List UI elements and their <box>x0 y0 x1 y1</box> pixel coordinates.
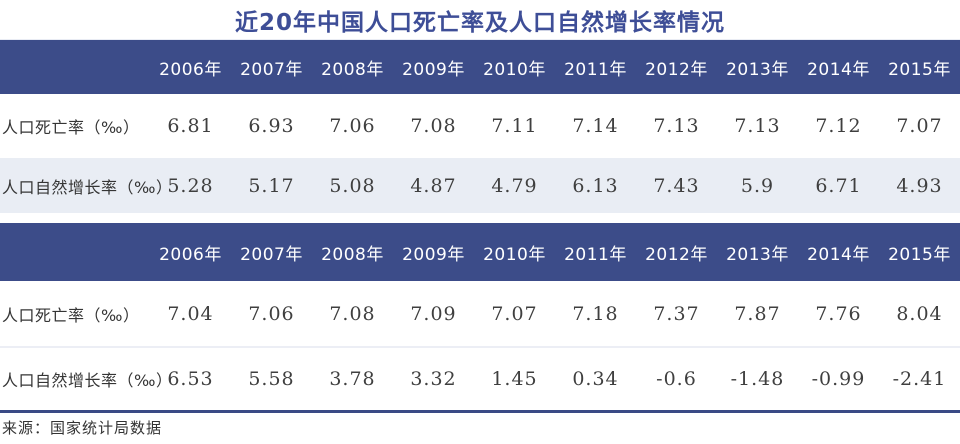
value-cell: -1.48 <box>730 368 785 390</box>
title-bar: 近20年中国人口死亡率及人口自然增长率情况 <box>0 0 960 40</box>
value-cell: 6.93 <box>248 115 295 137</box>
year-header: 2006年 <box>159 59 222 80</box>
value-cell: 5.17 <box>248 174 295 197</box>
year-header: 2015年 <box>888 59 951 80</box>
year-header: 2008年 <box>321 59 384 80</box>
value-cell: 6.13 <box>572 174 619 197</box>
value-cell: 7.09 <box>410 302 457 325</box>
table-row: 人口死亡率（‰） 6.81 6.93 7.06 7.08 7.11 7.14 7… <box>0 94 960 158</box>
year-header: 2009年 <box>402 244 465 265</box>
value-cell: 7.11 <box>491 115 538 137</box>
year-header: 2012年 <box>645 244 708 265</box>
table-row: 人口死亡率（‰） 7.04 7.06 7.08 7.09 7.07 7.18 7… <box>0 281 960 348</box>
year-header: 2010年 <box>483 59 546 80</box>
value-cell: 7.07 <box>896 115 943 137</box>
value-cell: 6.81 <box>167 115 214 137</box>
value-cell: 3.32 <box>410 368 457 390</box>
bottom-rule <box>0 410 960 413</box>
year-header: 2012年 <box>645 59 708 80</box>
value-cell: 7.87 <box>734 302 781 325</box>
row-label: 人口死亡率（‰） <box>2 118 140 137</box>
value-cell: 6.53 <box>167 368 214 390</box>
row-label: 人口自然增长率（‰） <box>2 177 173 197</box>
value-cell: 7.06 <box>329 115 376 137</box>
value-cell: 7.04 <box>167 302 214 325</box>
table-row: 人口自然增长率（‰） 6.53 5.58 3.78 3.32 1.45 0.34… <box>0 348 960 410</box>
value-cell: 7.13 <box>653 115 700 137</box>
table-2-year-header-row: 2006年 2007年 2008年 2009年 2010年 2011年 2012… <box>0 223 960 281</box>
value-cell: -2.41 <box>892 368 947 390</box>
value-cell: 7.08 <box>329 302 376 325</box>
year-header: 2013年 <box>726 244 789 265</box>
value-cell: 7.14 <box>572 115 619 137</box>
table-1-year-header-row: 2006年 2007年 2008年 2009年 2010年 2011年 2012… <box>0 40 960 94</box>
value-cell: 6.71 <box>815 174 862 197</box>
value-cell: 7.13 <box>734 115 781 137</box>
value-cell: 1.45 <box>491 368 538 390</box>
page-title: 近20年中国人口死亡率及人口自然增长率情况 <box>234 9 725 36</box>
value-cell: 0.34 <box>572 368 619 390</box>
year-header: 2013年 <box>726 59 789 80</box>
year-header: 2014年 <box>807 244 870 265</box>
year-header: 2010年 <box>483 244 546 265</box>
year-header: 2007年 <box>240 59 303 80</box>
value-cell: 7.06 <box>248 302 295 325</box>
value-cell: 4.93 <box>896 174 943 197</box>
year-header: 2008年 <box>321 244 384 265</box>
year-header: 2011年 <box>564 59 627 80</box>
year-header: 2011年 <box>564 244 627 265</box>
value-cell: 5.08 <box>329 174 376 197</box>
value-cell: 4.87 <box>410 174 457 197</box>
value-cell: 7.37 <box>653 302 700 325</box>
value-cell: -0.99 <box>811 368 866 390</box>
value-cell: 4.79 <box>491 174 538 197</box>
table-2: 2006年 2007年 2008年 2009年 2010年 2011年 2012… <box>0 223 960 410</box>
table-1: 2006年 2007年 2008年 2009年 2010年 2011年 2012… <box>0 40 960 213</box>
source-bar: 来源：国家统计局数据 <box>0 413 960 441</box>
value-cell: 5.58 <box>248 368 295 390</box>
row-label: 人口自然增长率（‰） <box>2 371 173 390</box>
year-header: 2009年 <box>402 59 465 80</box>
value-cell: 3.78 <box>329 368 376 390</box>
table-divider-gap <box>0 213 960 223</box>
value-cell: 7.76 <box>815 302 862 325</box>
value-cell: 5.28 <box>167 174 214 197</box>
value-cell: 8.04 <box>896 302 943 325</box>
value-cell: 7.43 <box>653 174 700 197</box>
year-header: 2014年 <box>807 59 870 80</box>
year-header: 2006年 <box>159 244 222 265</box>
value-cell: -0.6 <box>656 368 697 390</box>
value-cell: 7.12 <box>815 115 862 137</box>
year-header: 2015年 <box>888 244 951 265</box>
table-row: 人口自然增长率（‰） 5.28 5.17 5.08 4.87 4.79 6.13… <box>0 158 960 213</box>
year-header: 2007年 <box>240 244 303 265</box>
value-cell: 7.18 <box>572 302 619 325</box>
value-cell: 7.08 <box>410 115 457 137</box>
row-label: 人口死亡率（‰） <box>2 305 140 325</box>
value-cell: 7.07 <box>491 302 538 325</box>
data-source-note: 来源：国家统计局数据 <box>2 418 163 437</box>
value-cell: 5.9 <box>740 174 775 197</box>
